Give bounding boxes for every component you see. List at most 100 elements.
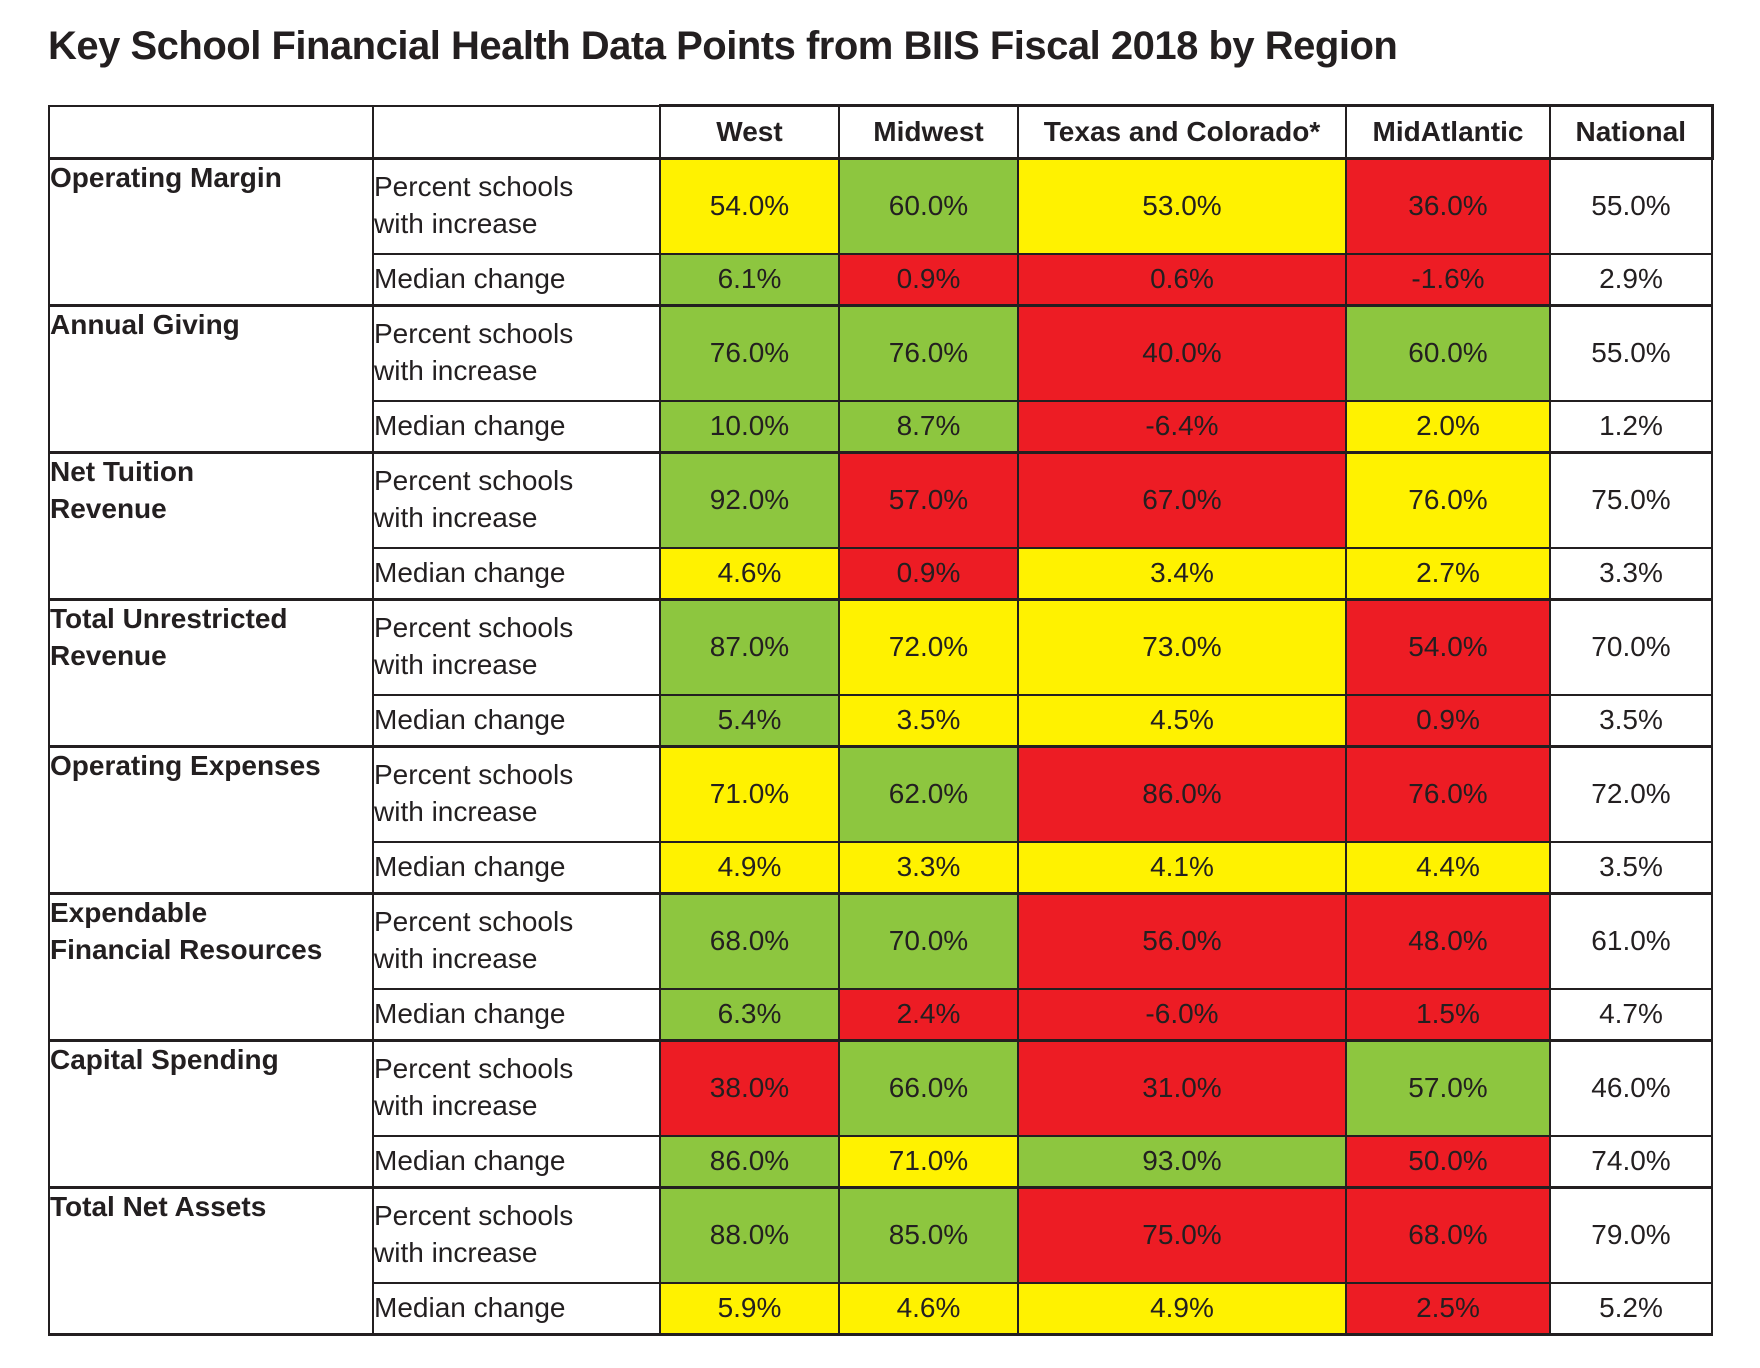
metric-group-row: Median change 86.0% 71.0% 93.0% 50.0% 74.0% xyxy=(49,1134,1713,1189)
value-cell: 3.5% xyxy=(1549,693,1713,748)
value-cell: 61.0% xyxy=(1549,892,1713,990)
value-cell: 74.0% xyxy=(1549,1134,1713,1189)
value-cell: 4.4% xyxy=(1345,840,1551,895)
value-cell: 53.0% xyxy=(1017,157,1347,255)
value-cell: 85.0% xyxy=(838,1186,1019,1284)
measure-cell: Median change xyxy=(372,840,661,895)
measure-cell: Median change xyxy=(372,399,661,454)
value-cell: 38.0% xyxy=(659,1039,840,1137)
value-cell: 3.5% xyxy=(1549,840,1713,895)
region-header: National xyxy=(1549,104,1714,160)
value-cell: 79.0% xyxy=(1549,1186,1713,1284)
value-cell: 0.9% xyxy=(1345,693,1551,748)
value-cell: 4.1% xyxy=(1017,840,1347,895)
metric-group-row: Total Net Assets Percent schools with inc… xyxy=(48,1186,1713,1336)
metric-group-row: Net Tuition Revenue Percent schools with … xyxy=(48,451,1713,601)
value-cell: 40.0% xyxy=(1017,304,1347,402)
value-cell: 68.0% xyxy=(659,892,840,990)
metric-cell: Net Tuition Revenue xyxy=(48,451,374,601)
value-cell: 2.0% xyxy=(1345,399,1551,454)
value-cell: 60.0% xyxy=(838,157,1019,255)
metric-cell: Operating Expenses xyxy=(48,745,374,895)
value-cell: 50.0% xyxy=(1345,1134,1551,1189)
value-cell: 6.3% xyxy=(659,987,840,1042)
financial-table: West Midwest Texas and Colorado* MidAtlanti… xyxy=(48,104,1714,1336)
value-cell: 2.7% xyxy=(1345,546,1551,601)
value-cell: 4.9% xyxy=(659,840,840,895)
metric-group-row: Median change 4.9% 3.3% 4.1% 4.4% 3.5% xyxy=(49,840,1713,895)
value-cell: 57.0% xyxy=(838,451,1019,549)
metric-cell: Total Unrestricted Revenue xyxy=(48,598,374,748)
value-cell: 88.0% xyxy=(659,1186,840,1284)
metric-group-row: Median change 5.4% 3.5% 4.5% 0.9% 3.5% xyxy=(49,693,1713,748)
region-header: West xyxy=(659,104,840,160)
metric-group-row: Total Unrestricted Revenue Percent school… xyxy=(48,598,1713,748)
value-cell: 56.0% xyxy=(1017,892,1347,990)
table-title: Key School Financial Health Data Points … xyxy=(48,24,1398,68)
metric-group-row: Operating Expenses Percent schools with i… xyxy=(48,745,1713,895)
measure-cell: Percent schools with increase xyxy=(372,1039,661,1137)
value-cell: 1.5% xyxy=(1345,987,1551,1042)
value-cell: 54.0% xyxy=(659,157,840,255)
value-cell: 71.0% xyxy=(838,1134,1019,1189)
measure-cell: Median change xyxy=(372,1281,661,1336)
measure-cell: Percent schools with increase xyxy=(372,598,661,696)
value-cell: 57.0% xyxy=(1345,1039,1551,1137)
value-cell: 86.0% xyxy=(1017,745,1347,843)
value-cell: 2.4% xyxy=(838,987,1019,1042)
measure-cell: Median change xyxy=(372,1134,661,1189)
region-header: MidAtlantic xyxy=(1345,104,1551,160)
value-cell: 4.9% xyxy=(1017,1281,1347,1336)
value-cell: 75.0% xyxy=(1017,1186,1347,1284)
value-cell: 72.0% xyxy=(1549,745,1713,843)
metric-cell: Total Net Assets xyxy=(48,1186,374,1336)
value-cell: 3.4% xyxy=(1017,546,1347,601)
metric-cell: Expendable Financial Resources xyxy=(48,892,374,1042)
value-cell: 73.0% xyxy=(1017,598,1347,696)
value-cell: -6.0% xyxy=(1017,987,1347,1042)
value-cell: 4.5% xyxy=(1017,693,1347,748)
value-cell: 92.0% xyxy=(659,451,840,549)
region-header: Texas and Colorado* xyxy=(1017,104,1347,160)
value-cell: 8.7% xyxy=(838,399,1019,454)
value-cell: 55.0% xyxy=(1549,157,1713,255)
measure-cell: Percent schools with increase xyxy=(372,892,661,990)
value-cell: 71.0% xyxy=(659,745,840,843)
metric-group-row: Median change 4.6% 0.9% 3.4% 2.7% 3.3% xyxy=(49,546,1713,601)
value-cell: 3.5% xyxy=(838,693,1019,748)
metric-cell: Operating Margin xyxy=(48,157,374,307)
value-cell: 2.9% xyxy=(1549,252,1713,307)
value-cell: 0.9% xyxy=(838,252,1019,307)
value-cell: 76.0% xyxy=(1345,451,1551,549)
value-cell: 5.4% xyxy=(659,693,840,748)
value-cell: 70.0% xyxy=(838,892,1019,990)
value-cell: 0.6% xyxy=(1017,252,1347,307)
value-cell: 76.0% xyxy=(1345,745,1551,843)
value-cell: 66.0% xyxy=(838,1039,1019,1137)
measure-cell: Median change xyxy=(372,987,661,1042)
value-cell: 55.0% xyxy=(1549,304,1713,402)
measure-cell: Percent schools with increase xyxy=(372,1186,661,1284)
value-cell: 1.2% xyxy=(1549,399,1713,454)
value-cell: 5.2% xyxy=(1549,1281,1713,1336)
metric-group-row: Median change 10.0% 8.7% -6.4% 2.0% 1.2% xyxy=(49,399,1713,454)
table-body: Operating Margin Percent schools with inc… xyxy=(48,157,1713,1336)
value-cell: 36.0% xyxy=(1345,157,1551,255)
value-cell: 76.0% xyxy=(838,304,1019,402)
value-cell: 87.0% xyxy=(659,598,840,696)
metric-group-row: Median change 5.9% 4.6% 4.9% 2.5% 5.2% xyxy=(49,1281,1713,1336)
value-cell: 86.0% xyxy=(659,1134,840,1189)
table-header: West Midwest Texas and Colorado* MidAtlanti… xyxy=(48,104,1714,160)
measure-cell: Percent schools with increase xyxy=(372,157,661,255)
value-cell: 70.0% xyxy=(1549,598,1713,696)
value-cell: 4.7% xyxy=(1549,987,1713,1042)
measure-cell: Percent schools with increase xyxy=(372,451,661,549)
value-cell: 68.0% xyxy=(1345,1186,1551,1284)
metric-group-row: Expendable Financial Resources Percent sc… xyxy=(48,892,1713,1042)
value-cell: 0.9% xyxy=(838,546,1019,601)
value-cell: 31.0% xyxy=(1017,1039,1347,1137)
value-cell: 76.0% xyxy=(659,304,840,402)
value-cell: 72.0% xyxy=(838,598,1019,696)
measure-cell: Percent schools with increase xyxy=(372,304,661,402)
metric-group-row: Median change 6.1% 0.9% 0.6% -1.6% 2.9% xyxy=(49,252,1713,307)
